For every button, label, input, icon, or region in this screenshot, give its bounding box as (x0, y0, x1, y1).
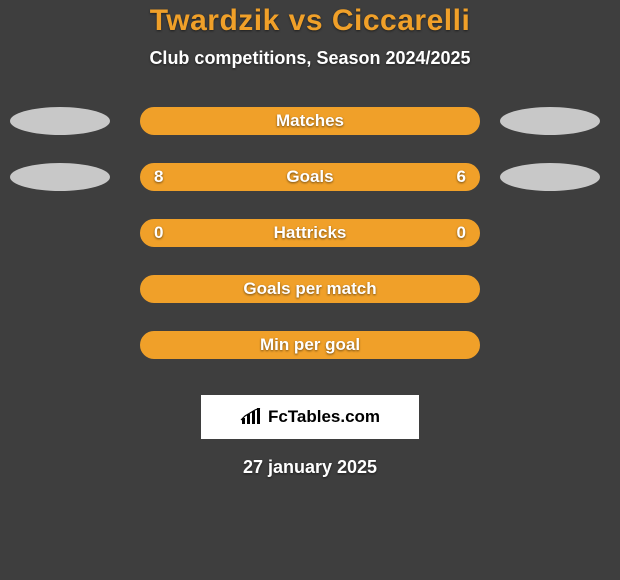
value-ellipse-right (500, 163, 600, 191)
stat-pill: Goals per match (140, 275, 480, 303)
value-ellipse-left (10, 107, 110, 135)
stat-row: 8Goals6 (0, 163, 620, 191)
stats-card: Twardzik vs Ciccarelli Club competitions… (0, 0, 620, 580)
subtitle: Club competitions, Season 2024/2025 (0, 48, 620, 69)
stat-rows: Matches 8Goals6 0Hattricks0 Goals per match… (0, 107, 620, 359)
stat-value-left: 0 (154, 223, 163, 243)
stat-label: Hattricks (142, 223, 478, 243)
date-text: 27 january 2025 (0, 457, 620, 478)
stat-pill: 8Goals6 (140, 163, 480, 191)
stat-pill: 0Hattricks0 (140, 219, 480, 247)
stat-pill: Matches (140, 107, 480, 135)
stat-value-left: 8 (154, 167, 163, 187)
stat-label: Goals per match (142, 279, 478, 299)
stat-row: Goals per match (0, 275, 620, 303)
stat-pill: Min per goal (140, 331, 480, 359)
page-title: Twardzik vs Ciccarelli (0, 4, 620, 38)
stat-label: Matches (142, 111, 478, 131)
source-logo: FcTables.com (201, 395, 419, 439)
logo-text: FcTables.com (268, 407, 380, 427)
value-ellipse-right (500, 107, 600, 135)
stat-value-right: 0 (457, 223, 466, 243)
stat-row: 0Hattricks0 (0, 219, 620, 247)
stat-label: Goals (142, 167, 478, 187)
stat-row: Min per goal (0, 331, 620, 359)
bar-chart-icon (240, 408, 262, 426)
stat-row: Matches (0, 107, 620, 135)
value-ellipse-left (10, 163, 110, 191)
stat-label: Min per goal (142, 335, 478, 355)
stat-value-right: 6 (457, 167, 466, 187)
